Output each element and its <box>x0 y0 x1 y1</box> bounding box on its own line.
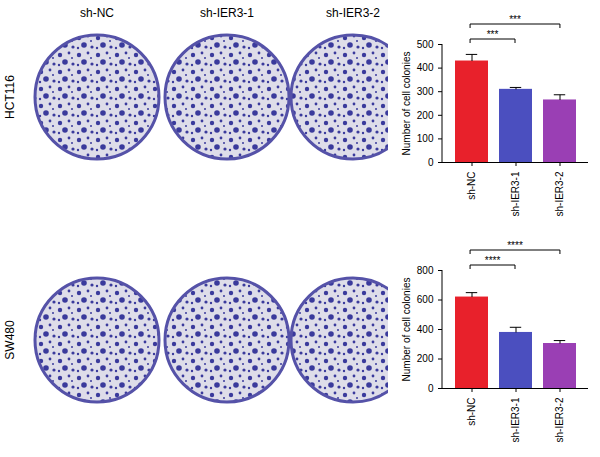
svg-text:600: 600 <box>417 294 434 305</box>
svg-text:Number of cell colonies: Number of cell colonies <box>401 278 412 382</box>
svg-text:sh-IER3-2: sh-IER3-2 <box>554 397 565 442</box>
svg-text:sh-NC: sh-NC <box>466 172 477 200</box>
svg-text:sh-IER3-1: sh-IER3-1 <box>510 397 521 442</box>
svg-text:200: 200 <box>417 110 434 121</box>
svg-text:0: 0 <box>428 157 434 168</box>
svg-text:800: 800 <box>417 265 434 276</box>
svg-text:0: 0 <box>428 383 434 394</box>
svg-text:sh-IER3-2: sh-IER3-2 <box>326 6 380 20</box>
svg-text:sh-NC: sh-NC <box>466 398 477 426</box>
svg-text:400: 400 <box>417 62 434 73</box>
svg-text:200: 200 <box>417 353 434 364</box>
svg-text:sh-IER3-1: sh-IER3-1 <box>510 171 521 216</box>
svg-text:SW480: SW480 <box>3 320 17 360</box>
svg-text:***: *** <box>509 14 521 25</box>
svg-text:sh-IER3-2: sh-IER3-2 <box>554 171 565 216</box>
svg-text:500: 500 <box>417 39 434 50</box>
svg-text:***: *** <box>487 29 499 40</box>
svg-text:Number of cell colonies: Number of cell colonies <box>401 52 412 156</box>
svg-text:300: 300 <box>417 86 434 97</box>
svg-text:****: **** <box>507 240 523 251</box>
svg-text:****: **** <box>485 255 501 266</box>
svg-text:400: 400 <box>417 324 434 335</box>
svg-text:sh-NC: sh-NC <box>80 6 114 20</box>
svg-text:100: 100 <box>417 133 434 144</box>
svg-text:sh-IER3-1: sh-IER3-1 <box>200 6 254 20</box>
svg-text:HCT116: HCT116 <box>3 75 17 119</box>
